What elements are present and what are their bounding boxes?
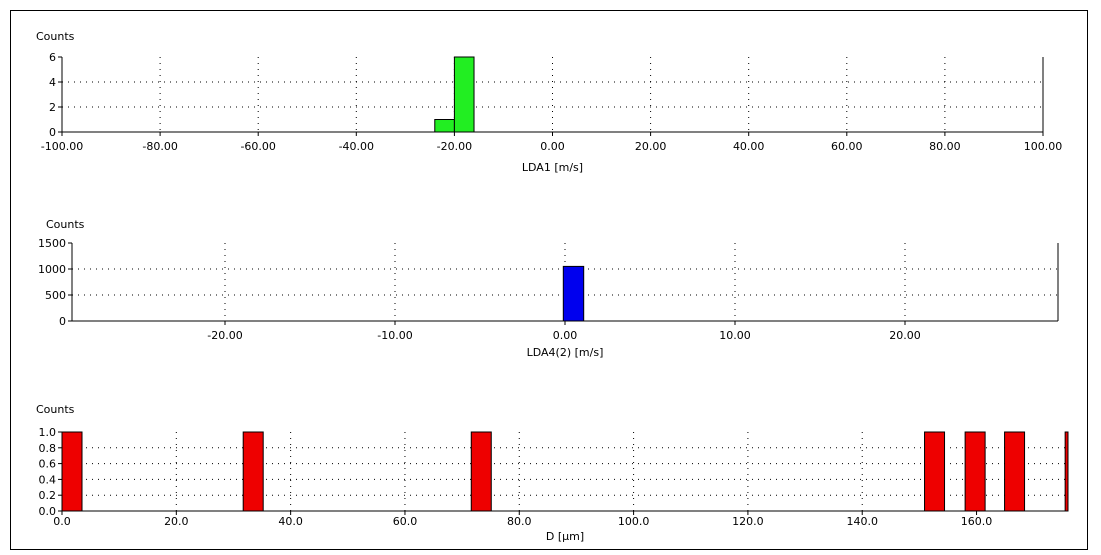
chart-panel-2: 0 500 1000 1500 -20.00 -10.00 0.00 10.00 20.00 Co…	[38, 218, 1059, 359]
x-tick-label: 40.0	[278, 515, 303, 528]
y-tick-label: 1500	[38, 237, 66, 250]
histogram-bar	[434, 119, 455, 133]
x-axis-title: LDA4(2) [m/s]	[527, 346, 604, 359]
x-tick-label: -40.00	[339, 140, 374, 153]
x-tick-label: 160.0	[961, 515, 993, 528]
y-tick-label: 0	[59, 315, 66, 328]
x-tick-label: -20.00	[437, 140, 472, 153]
y-tick-label: 2	[49, 101, 56, 114]
y-tick-label: 0.6	[39, 458, 57, 471]
y-tick-label: 1.0	[39, 426, 57, 439]
histogram-bar	[242, 431, 264, 512]
y-axis-title: Counts	[46, 218, 85, 231]
y-tick-label: 0.2	[39, 489, 57, 502]
histogram-bar	[562, 265, 585, 322]
y-axis-title: Counts	[36, 30, 75, 43]
x-tick-label: 100.0	[618, 515, 650, 528]
histogram-bar	[453, 56, 475, 133]
x-axis-title: D [µm]	[546, 530, 584, 543]
chart-panel-1: 0 2 4 6 -100.00 -80.00 -60.00 -40.00 -20.00 0.00 2…	[36, 30, 1062, 174]
y-tick-label: 0.4	[39, 473, 57, 486]
histogram-bar	[1004, 431, 1026, 512]
x-tick-label: 10.00	[719, 329, 751, 342]
x-tick-label: 20.00	[889, 329, 921, 342]
x-tick-label: -60.00	[240, 140, 275, 153]
x-tick-label: 20.00	[635, 140, 667, 153]
x-axis-title: LDA1 [m/s]	[522, 161, 583, 174]
y-axis-title: Counts	[36, 403, 75, 416]
x-tick-label: -100.00	[41, 140, 83, 153]
x-tick-label: 80.0	[507, 515, 532, 528]
chart-panel-3: 0.0 0.2 0.4 0.6 0.8 1.0 0.0 20.0 40.0 60.0 80.0 100…	[36, 403, 1069, 543]
y-tick-label: 500	[45, 289, 66, 302]
x-tick-label: 40.00	[733, 140, 765, 153]
x-tick-label: 60.00	[831, 140, 863, 153]
x-tick-label: -20.00	[207, 329, 242, 342]
histogram-bar	[924, 431, 946, 512]
y-tick-label: 6	[49, 51, 56, 64]
histogram-bar	[470, 431, 492, 512]
chart-frame	[10, 10, 1088, 550]
x-tick-label: 80.00	[929, 140, 961, 153]
x-tick-label: 0.00	[553, 329, 578, 342]
x-tick-label: 120.0	[732, 515, 764, 528]
x-tick-label: 0.00	[540, 140, 565, 153]
y-tick-label: 0.8	[39, 442, 57, 455]
x-tick-label: -80.00	[142, 140, 177, 153]
histogram-bar	[1064, 431, 1069, 512]
histogram-bar	[964, 431, 986, 512]
histogram-bar	[61, 431, 83, 512]
x-tick-label: -10.00	[377, 329, 412, 342]
x-tick-label: 140.0	[846, 515, 878, 528]
y-tick-label: 0.0	[39, 505, 57, 518]
y-tick-label: 0	[49, 126, 56, 139]
y-tick-label: 1000	[38, 263, 66, 276]
x-tick-label: 60.0	[393, 515, 418, 528]
x-tick-label: 0.0	[53, 515, 71, 528]
y-tick-label: 4	[49, 76, 56, 89]
x-tick-label: 100.00	[1024, 140, 1063, 153]
x-tick-label: 20.0	[164, 515, 189, 528]
